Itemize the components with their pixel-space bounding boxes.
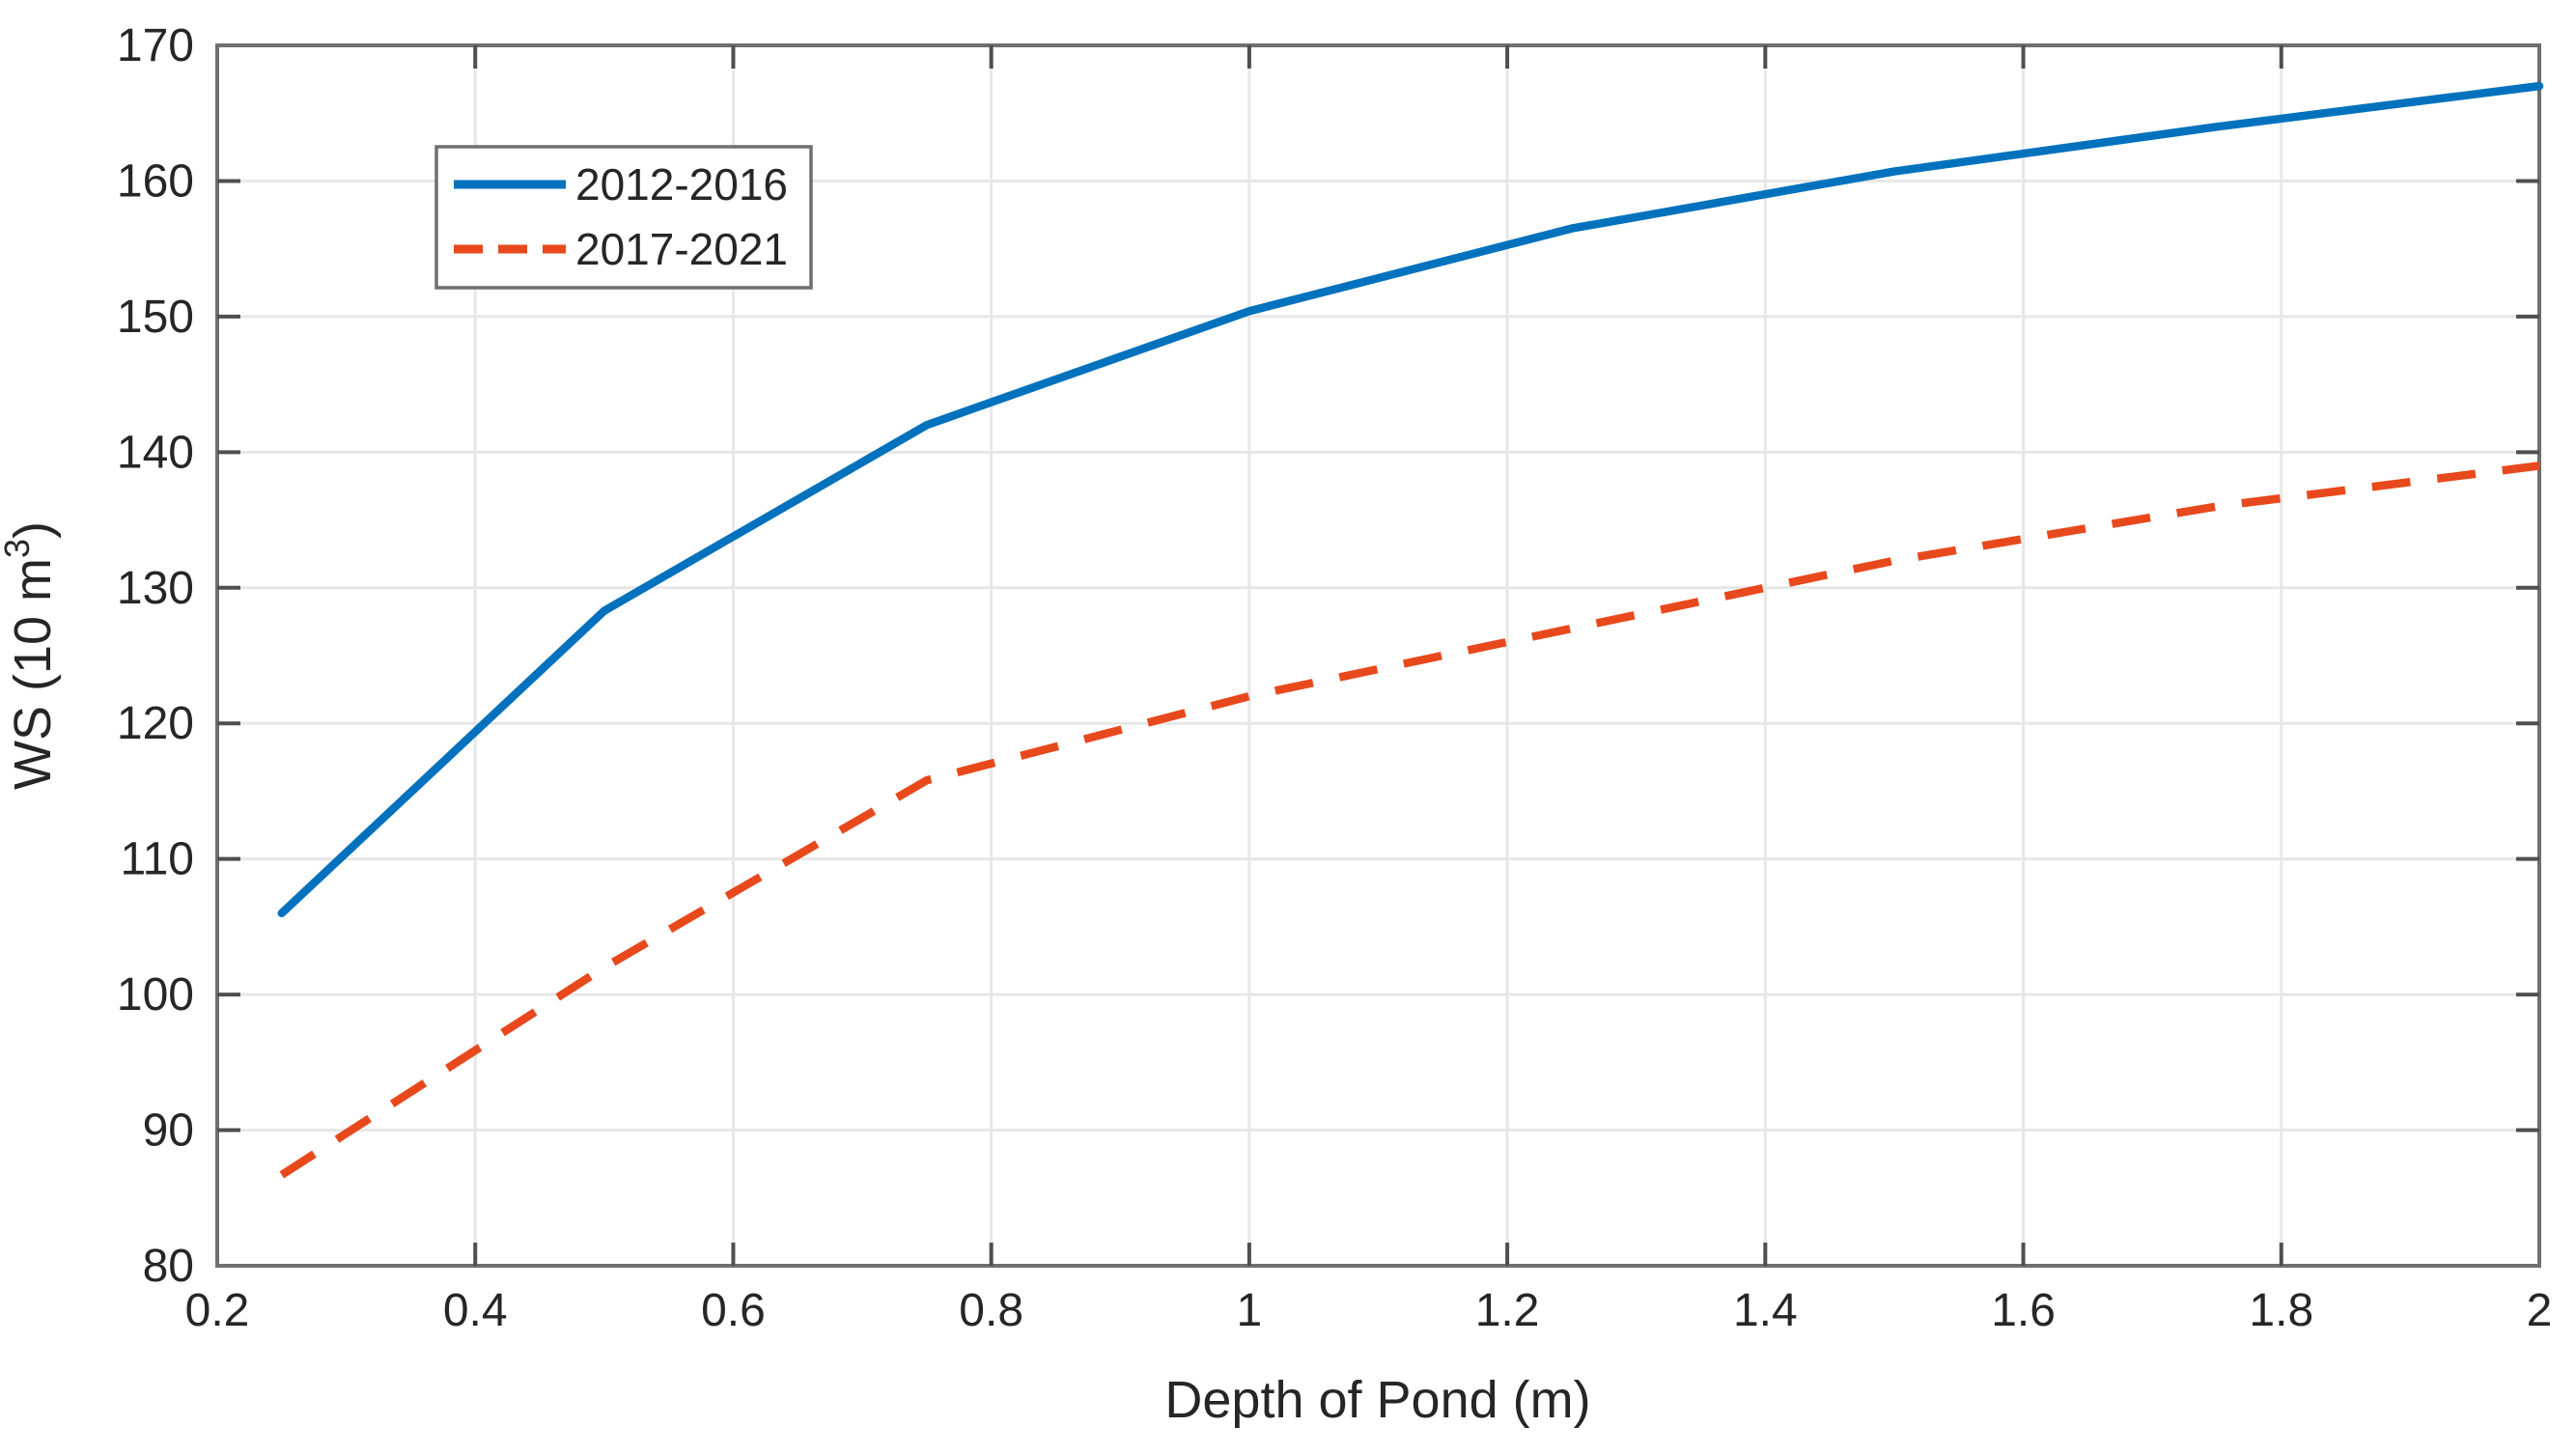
x-tick-label: 1.8 (2249, 1285, 2313, 1336)
legend-label-second-series: 2017-2021 (575, 224, 788, 274)
y-tick-label: 120 (117, 698, 194, 749)
y-tick-label: 140 (117, 427, 194, 478)
x-tick-label: 2 (2527, 1285, 2553, 1336)
y-tick-label: 160 (117, 155, 194, 207)
x-tick-label: 0.2 (185, 1285, 250, 1336)
x-tick-label: 1 (1237, 1285, 1263, 1336)
legend-box (434, 145, 813, 290)
y-axis-label: WS (10 m3) (0, 521, 62, 790)
y-tick-label: 130 (117, 563, 194, 614)
x-tick-label: 1.6 (1991, 1285, 2056, 1336)
y-tick-label: 100 (117, 969, 194, 1021)
series-line-2017-2021 (279, 462, 2540, 1179)
y-tick-label: 170 (117, 20, 194, 71)
y-tick-label: 90 (143, 1105, 194, 1157)
series-line-2012-2016 (277, 81, 2544, 918)
legend: 2012-2016 2017-2021 (434, 145, 813, 290)
y-tick-label: 110 (120, 834, 194, 885)
plot-area: 0.2 0.4 0.6 0.8 1 1.2 1.4 1.6 1.8 2 80 90 100 110 120 1… (117, 20, 2552, 1336)
x-tick-label: 0.8 (959, 1285, 1023, 1336)
x-tick-label: 1.2 (1475, 1285, 1540, 1336)
x-axis-label: Depth of Pond (m) (1164, 1371, 1590, 1429)
y-tick-label: 80 (143, 1241, 194, 1292)
axes-frame (215, 43, 2541, 1268)
x-tick-label: 0.4 (443, 1285, 508, 1336)
y-tick-label: 150 (117, 292, 194, 343)
x-tick-label: 0.6 (701, 1285, 766, 1336)
legend-label-first-series: 2012-2016 (575, 159, 788, 210)
x-tick-label: 1.4 (1733, 1285, 1798, 1336)
